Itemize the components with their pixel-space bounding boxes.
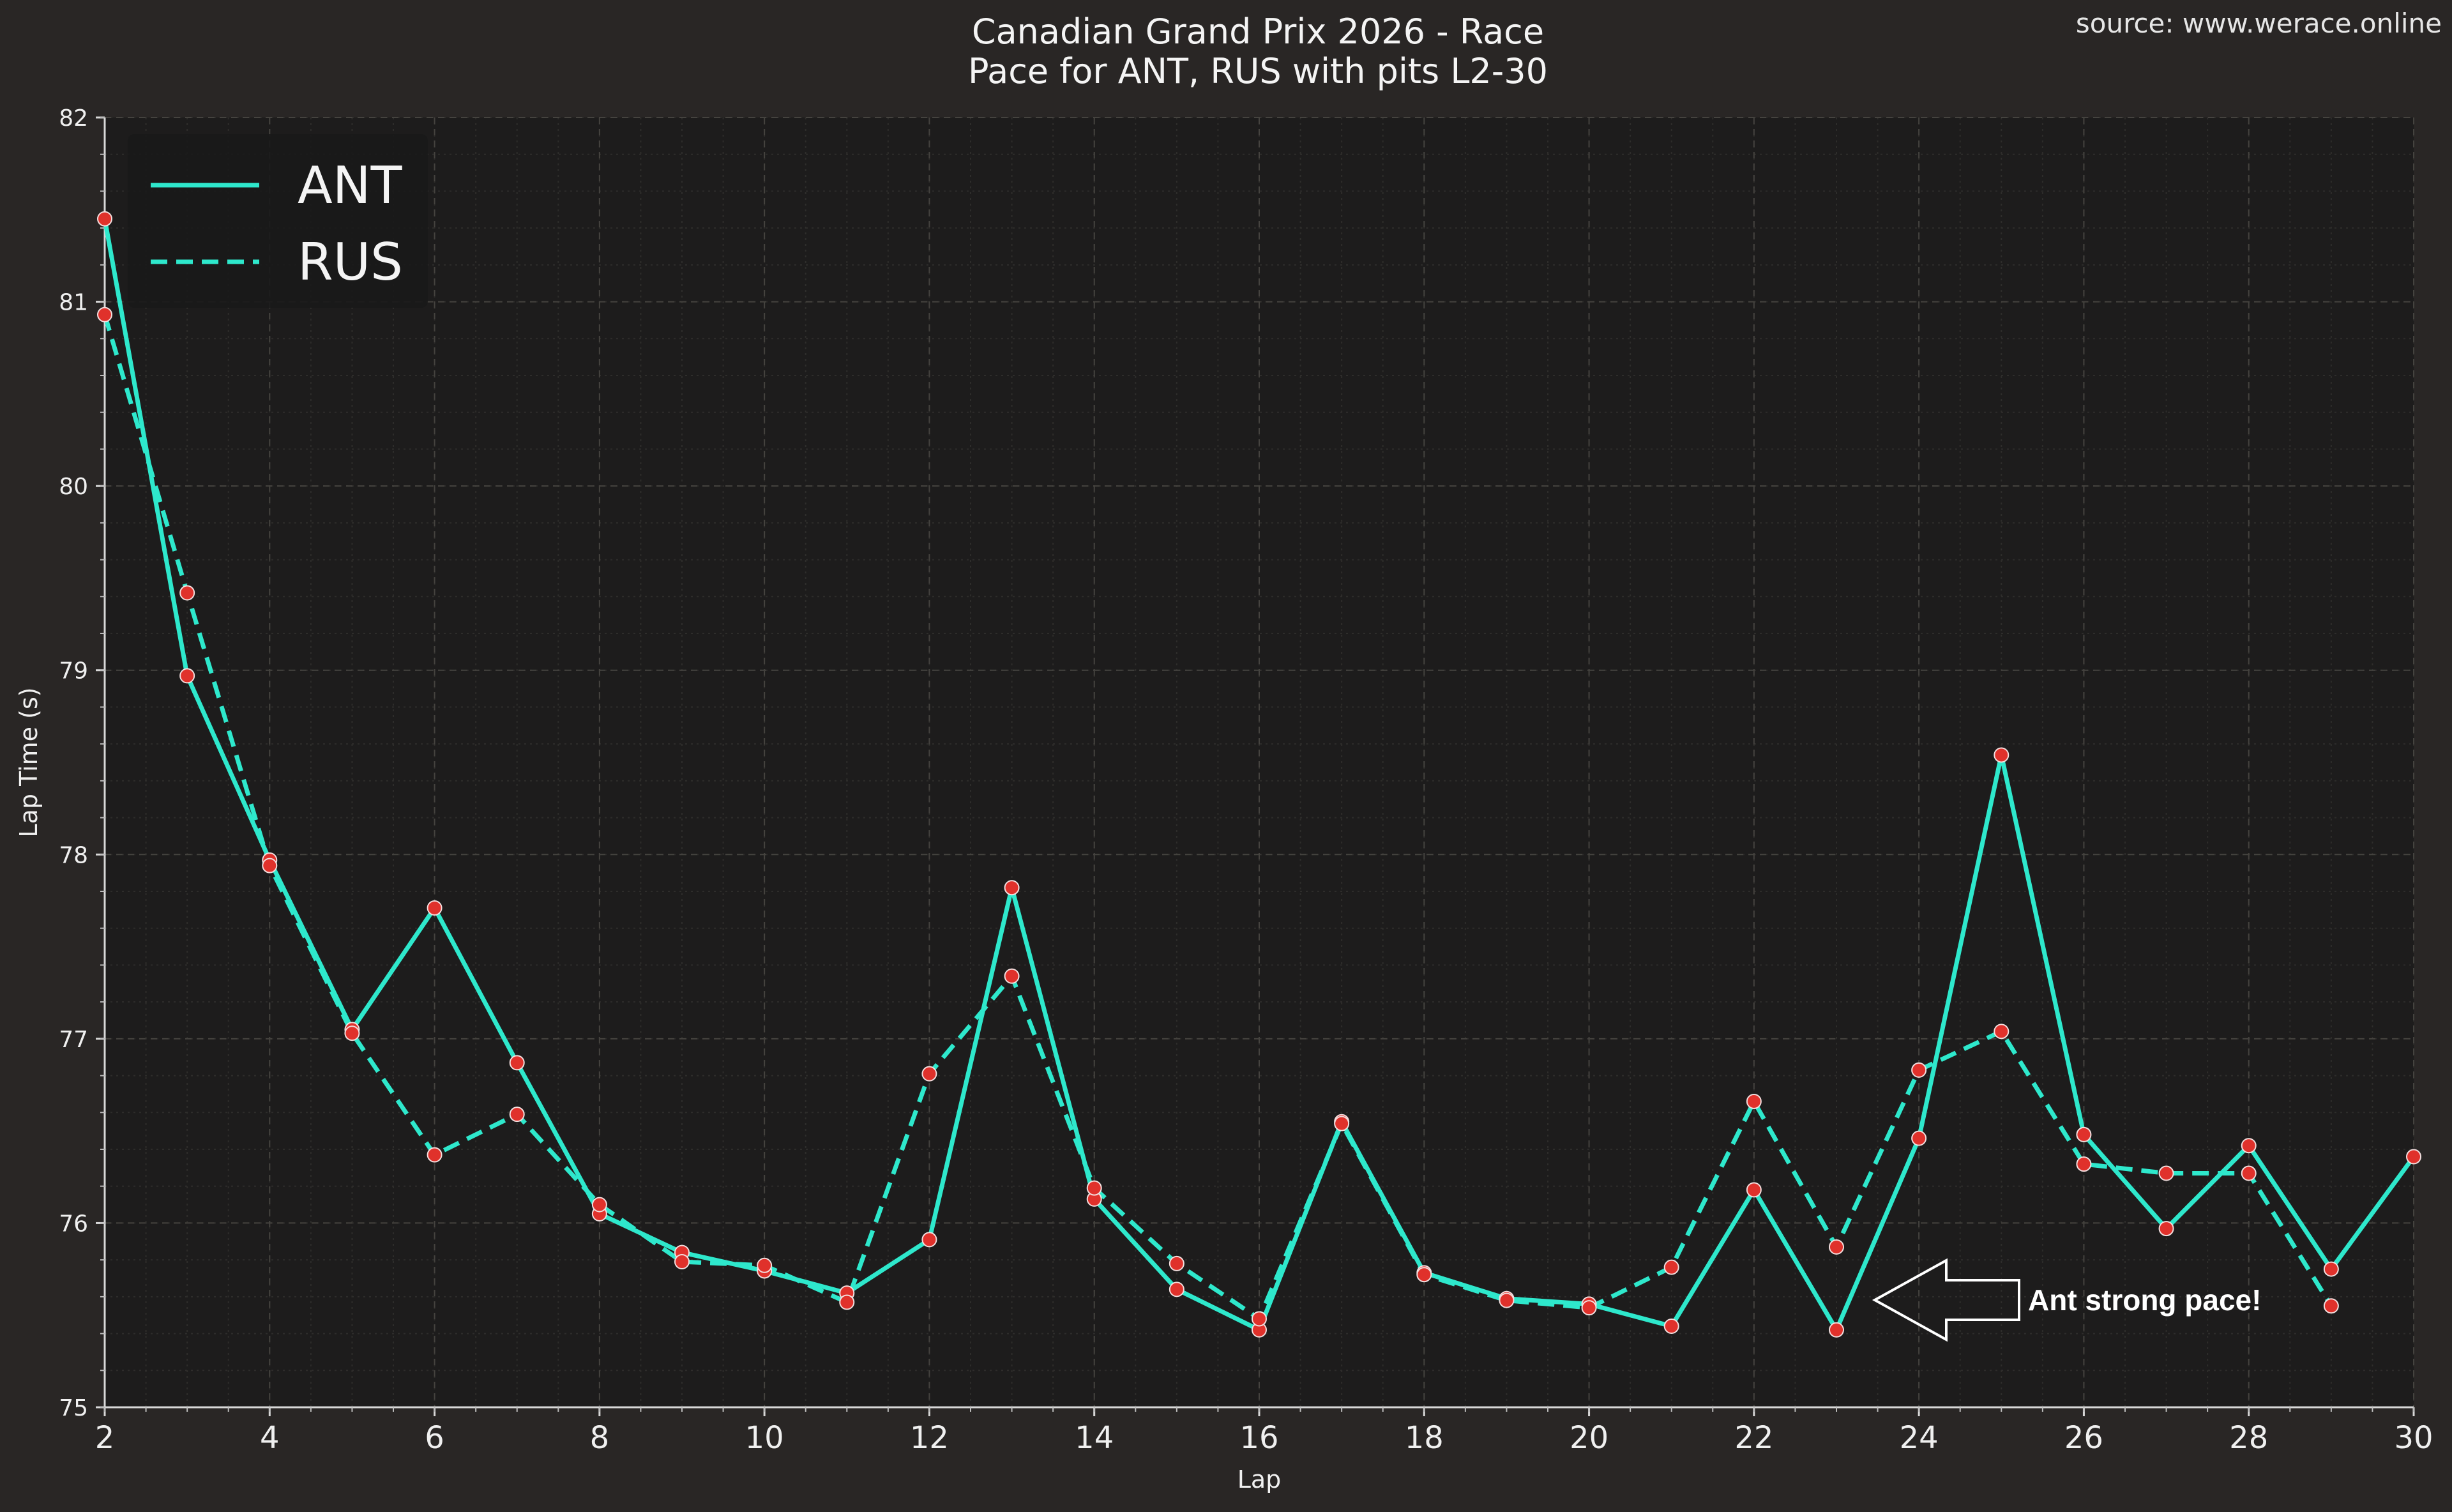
legend-ant-label: ANT xyxy=(298,156,403,215)
data-point-ant xyxy=(1746,1182,1762,1198)
data-point-rus xyxy=(2158,1165,2174,1181)
annotation: Ant strong pace! xyxy=(1872,1258,2261,1342)
x-tick-label: 24 xyxy=(1900,1420,1939,1456)
data-point-ant xyxy=(509,1055,525,1071)
data-point-rus xyxy=(97,306,112,322)
data-point-rus xyxy=(179,585,195,601)
data-point-rus xyxy=(757,1257,773,1273)
x-tick-label: 12 xyxy=(910,1420,949,1456)
y-tick-label: 80 xyxy=(59,474,88,500)
x-tick-label: 2 xyxy=(95,1420,115,1456)
data-point-rus xyxy=(344,1025,360,1041)
data-point-ant xyxy=(1004,880,1020,896)
data-point-rus xyxy=(1994,1024,2009,1040)
x-tick-label: 14 xyxy=(1075,1420,1114,1456)
data-point-rus xyxy=(2241,1165,2257,1181)
data-point-rus xyxy=(1663,1259,1679,1275)
data-point-rus xyxy=(509,1107,525,1123)
data-point-rus xyxy=(1004,968,1020,984)
data-point-rus xyxy=(262,858,278,873)
axes xyxy=(96,116,2415,1416)
x-tick-label: 30 xyxy=(2394,1420,2433,1456)
legend-box xyxy=(128,134,428,308)
annotation-text: Ant strong pace! xyxy=(2028,1283,2261,1317)
data-point-ant xyxy=(2323,1261,2339,1277)
tick-labels: 2 4 6 8 10 12 14 16 18 20 22 24 26 28 3075767778798081… xyxy=(59,105,2433,1456)
data-point-ant xyxy=(1169,1281,1184,1297)
data-point-ant xyxy=(97,211,112,227)
series-line-rus xyxy=(102,314,2333,1321)
x-tick-label: 10 xyxy=(745,1420,784,1456)
data-point-rus xyxy=(2323,1298,2339,1314)
data-point-ant xyxy=(2076,1126,2092,1142)
data-markers xyxy=(97,211,2421,1338)
data-point-ant xyxy=(1663,1319,1679,1334)
data-point-rus xyxy=(1911,1062,1927,1078)
data-point-rus xyxy=(1086,1180,1102,1196)
x-tick-label: 20 xyxy=(1570,1420,1608,1456)
data-point-rus xyxy=(1829,1239,1844,1255)
data-point-rus xyxy=(674,1254,690,1270)
x-tick-label: 6 xyxy=(425,1420,444,1456)
data-point-rus xyxy=(1581,1300,1597,1316)
data-point-ant xyxy=(1829,1322,1844,1338)
y-tick-label: 82 xyxy=(59,105,88,132)
y-tick-label: 77 xyxy=(59,1027,88,1053)
x-tick-label: 28 xyxy=(2229,1420,2268,1456)
data-point-rus xyxy=(2076,1156,2092,1172)
data-point-ant xyxy=(1911,1130,1927,1146)
data-point-rus xyxy=(1334,1115,1350,1131)
data-point-rus xyxy=(591,1197,607,1213)
y-tick-label: 78 xyxy=(59,842,88,868)
data-point-rus xyxy=(1252,1311,1267,1327)
y-tick-label: 75 xyxy=(59,1395,88,1421)
data-point-ant xyxy=(2241,1138,2257,1154)
x-tick-label: 22 xyxy=(1734,1420,1773,1456)
data-point-rus xyxy=(1746,1093,1762,1109)
source-label: source: www.werace.online xyxy=(2075,8,2442,39)
chart-title: Canadian Grand Prix 2026 - Race xyxy=(971,11,1545,52)
y-tick-label: 79 xyxy=(59,658,88,684)
x-tick-label: 18 xyxy=(1405,1420,1444,1456)
data-point-rus xyxy=(839,1294,855,1310)
data-point-ant xyxy=(1994,747,2009,763)
y-tick-label: 76 xyxy=(59,1211,88,1237)
data-point-rus xyxy=(1416,1267,1432,1283)
x-tick-label: 26 xyxy=(2064,1420,2103,1456)
data-point-rus xyxy=(1499,1292,1515,1308)
y-axis-label: Lap Time (s) xyxy=(15,687,43,837)
x-tick-label: 4 xyxy=(260,1420,280,1456)
legend: ANT RUS xyxy=(128,134,428,308)
data-point-ant xyxy=(179,668,195,684)
x-axis-label: Lap xyxy=(1237,1465,1282,1493)
data-point-ant xyxy=(2158,1221,2174,1237)
chart-subtitle: Pace for ANT, RUS with pits L2-30 xyxy=(968,51,1548,91)
data-point-rus xyxy=(921,1066,937,1082)
data-point-ant xyxy=(427,900,443,916)
data-point-rus xyxy=(1169,1255,1184,1271)
data-point-ant xyxy=(921,1232,937,1248)
legend-rus-label: RUS xyxy=(298,232,403,292)
x-tick-label: 8 xyxy=(590,1420,610,1456)
x-tick-label: 16 xyxy=(1239,1420,1278,1456)
data-point-rus xyxy=(427,1147,443,1163)
left-arrow-icon xyxy=(1872,1258,2020,1342)
y-tick-label: 81 xyxy=(59,290,88,316)
data-point-ant xyxy=(2406,1149,2421,1165)
